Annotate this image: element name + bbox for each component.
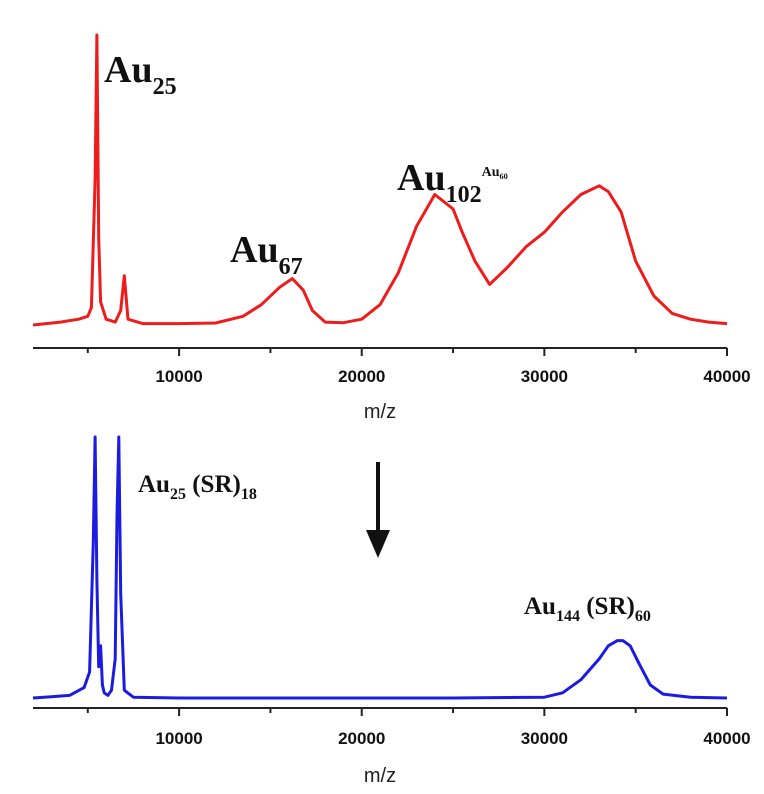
x-tick-label: 20000 [338, 729, 385, 748]
au25-sr18-label: Au25 (SR)18 [138, 471, 257, 503]
x-tick-label: 10000 [155, 729, 202, 748]
bottom-x-axis-title: m/z [364, 765, 396, 787]
x-tick-label: 20000 [338, 367, 385, 386]
bottom-series-group [32, 435, 728, 700]
au102-label: Au102Au₆₀ [397, 157, 508, 208]
au25-label: Au25 [104, 49, 177, 100]
x-tick-label: 40000 [703, 367, 750, 386]
au67-label: Au67 [230, 229, 303, 280]
x-tick-label: 30000 [521, 367, 568, 386]
top-x-axis-title: m/z [364, 401, 396, 423]
x-tick-label: 30000 [521, 729, 568, 748]
au144-sr60-label: Au144 (SR)60 [524, 593, 651, 625]
top-series-group [32, 33, 728, 327]
spectrum-line-0-0 [32, 33, 728, 327]
x-tick-label: 10000 [155, 367, 202, 386]
bottom-spectrum-panel: 10000 20000 30000 40000 m/z Au25 (SR)18 Au1… [32, 435, 751, 787]
down-arrow-icon [366, 462, 390, 558]
spectrum-line-1-0 [32, 435, 728, 700]
x-tick-label: 40000 [703, 729, 750, 748]
top-spectrum-panel: 10000 20000 30000 40000 m/z Au25 Au67 Au102… [32, 33, 751, 423]
bottom-x-ticks: 10000 20000 30000 40000 [86, 708, 751, 748]
top-x-ticks: 10000 20000 30000 40000 [86, 348, 751, 386]
